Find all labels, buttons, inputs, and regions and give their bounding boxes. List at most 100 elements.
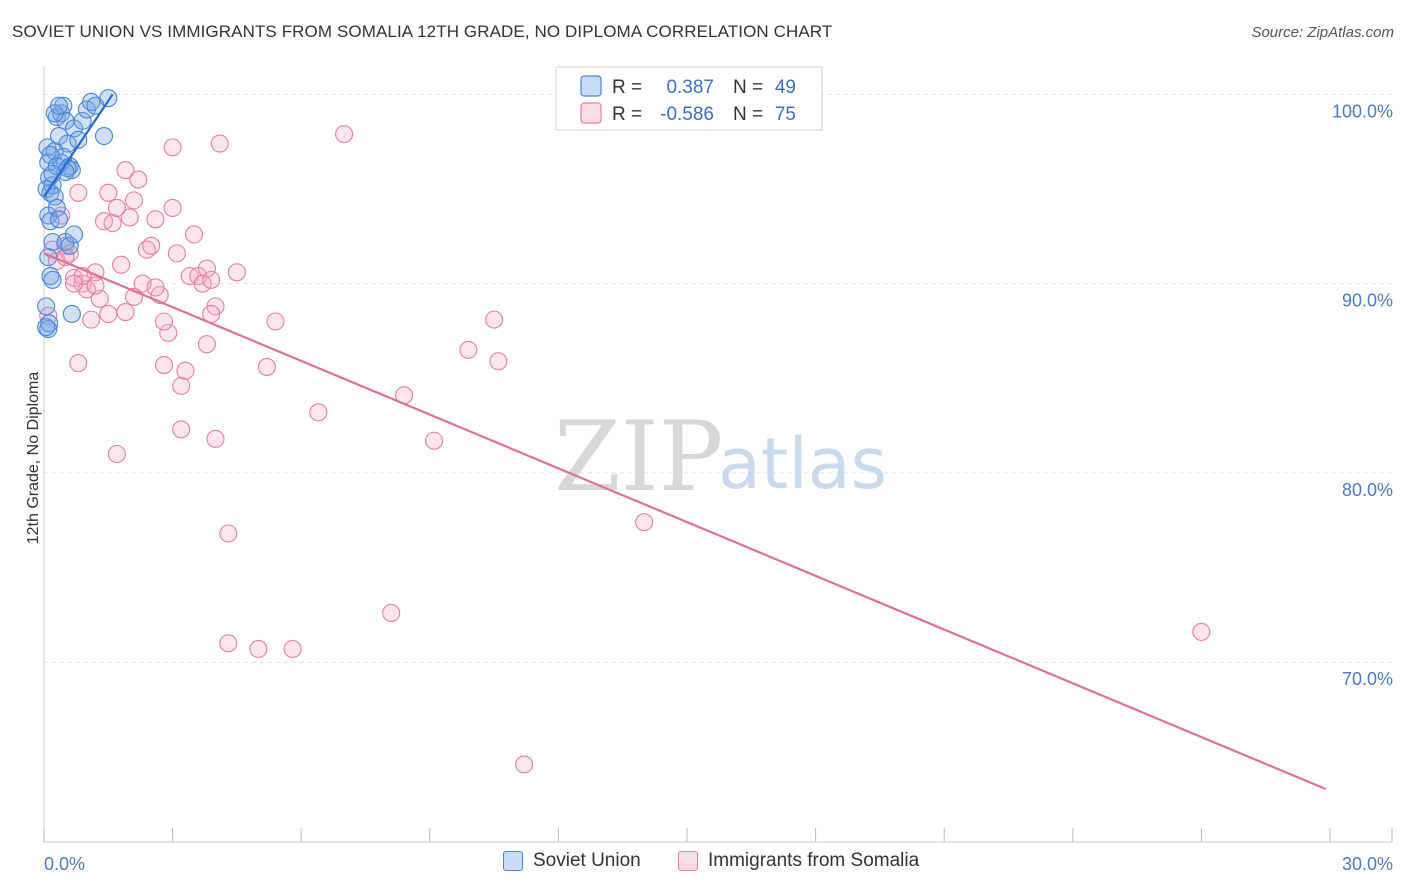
somalia-point — [163, 198, 182, 218]
y-tick-label: 80.0% — [1342, 480, 1393, 500]
legend-n-value-somalia: 75 — [775, 104, 796, 125]
somalia-point — [107, 198, 126, 218]
bottom-legend: Soviet Union Immigrants from Somalia — [0, 850, 1406, 880]
somalia-point — [163, 138, 182, 157]
soviet-point — [39, 248, 58, 267]
somalia-point — [154, 355, 174, 375]
soviet-point — [37, 297, 56, 316]
y-tick-label: 90.0% — [1342, 291, 1393, 311]
somalia-point — [249, 639, 268, 658]
legend-n-label-somalia: N = — [733, 104, 763, 125]
somalia-point — [120, 208, 139, 227]
legend-box: R = 0.387 N = 49 R = -0.586 N = 75 — [555, 66, 823, 131]
somalia-point — [266, 312, 285, 331]
somalia-point — [382, 603, 401, 623]
somalia-point — [146, 278, 165, 297]
somalia-point — [425, 431, 444, 450]
soviet-point — [62, 304, 81, 323]
bottom-legend-swatch-somalia — [678, 851, 698, 871]
somalia-point — [142, 236, 161, 255]
somalia-point — [99, 183, 118, 202]
y-tick-label: 100.0% — [1332, 101, 1393, 121]
watermark-zip: ZIP — [554, 401, 723, 513]
legend-r-label-soviet: R = — [612, 77, 642, 98]
somalia-point — [124, 191, 144, 210]
bottom-legend-somalia[interactable]: Immigrants from Somalia — [678, 850, 919, 872]
legend-swatch-somalia — [580, 102, 602, 124]
somalia-point — [107, 444, 126, 464]
somalia-point — [257, 357, 276, 376]
legend-n-label-soviet: N = — [733, 77, 763, 98]
y-tick-labels: 70.0% 80.0% 90.0% 100.0% — [1332, 101, 1393, 689]
chart-title: SOVIET UNION VS IMMIGRANTS FROM SOMALIA … — [12, 22, 833, 41]
somalia-point — [99, 304, 118, 323]
bottom-legend-soviet[interactable]: Soviet Union — [503, 850, 641, 872]
soviet-point — [73, 111, 92, 130]
soviet-point — [37, 318, 56, 337]
bottom-legend-label-soviet: Soviet Union — [533, 850, 641, 871]
legend-r-label-somalia: R = — [612, 104, 642, 125]
somalia-point — [219, 524, 238, 543]
y-tick-label: 70.0% — [1342, 669, 1393, 689]
bottom-legend-label-somalia: Immigrants from Somalia — [708, 850, 920, 871]
somalia-point — [219, 634, 238, 653]
somalia-trend-line — [43, 252, 1327, 791]
soviet-trend-line — [43, 93, 114, 198]
somalia-point — [485, 310, 504, 329]
somalia-point — [309, 403, 328, 422]
somalia-point — [193, 274, 212, 293]
gridlines — [44, 93, 1392, 663]
x-tick-labels: 0.0% 30.0% — [44, 854, 1393, 874]
somalia-point — [116, 161, 135, 180]
somalia-point — [206, 429, 225, 448]
series-soviet-points — [37, 89, 118, 339]
soviet-point — [69, 130, 88, 149]
soviet-point — [45, 187, 64, 206]
soviet-point — [60, 236, 79, 255]
somalia-point — [197, 259, 216, 278]
somalia-point — [86, 276, 105, 295]
somalia-point — [167, 244, 186, 263]
legend-r-value-somalia: -0.586 — [660, 104, 714, 125]
somalia-point — [112, 255, 131, 274]
legend-n-value-soviet: 49 — [775, 77, 796, 98]
somalia-point — [159, 323, 178, 342]
soviet-point — [64, 225, 84, 244]
soviet-point — [41, 145, 60, 165]
soviet-point — [43, 270, 62, 289]
somalia-point — [227, 263, 246, 282]
soviet-point — [47, 198, 66, 218]
somalia-point — [335, 125, 354, 144]
somalia-point — [69, 183, 88, 202]
y-axis-label: 12th Grade, No Diploma — [25, 372, 42, 545]
somalia-point — [69, 354, 88, 373]
axes — [43, 66, 1393, 843]
somalia-point — [283, 639, 302, 658]
somalia-point — [103, 214, 122, 233]
x-tick-label: 30.0% — [1342, 854, 1393, 874]
somalia-point — [172, 376, 191, 395]
soviet-point — [49, 210, 69, 229]
soviet-point — [43, 232, 62, 252]
somalia-point — [489, 352, 508, 371]
somalia-point — [635, 513, 654, 532]
somalia-point — [202, 270, 221, 289]
somalia-point — [515, 755, 534, 774]
somalia-point — [129, 170, 148, 189]
somalia-point — [172, 420, 191, 439]
somalia-point — [176, 361, 195, 380]
x-tick-label: 0.0% — [44, 854, 85, 874]
soviet-point — [94, 126, 114, 146]
bottom-legend-swatch-soviet — [503, 851, 523, 871]
somalia-point — [82, 310, 101, 329]
somalia-point — [184, 225, 204, 244]
soviet-point — [99, 89, 118, 108]
watermark: ZIP atlas — [554, 401, 887, 513]
source-label: Source: ZipAtlas.com — [1251, 24, 1394, 41]
trend-lines — [43, 93, 1327, 791]
somalia-point — [116, 302, 135, 322]
somalia-point — [64, 274, 84, 293]
watermark-atlas: atlas — [718, 423, 887, 505]
somalia-point — [146, 210, 165, 229]
